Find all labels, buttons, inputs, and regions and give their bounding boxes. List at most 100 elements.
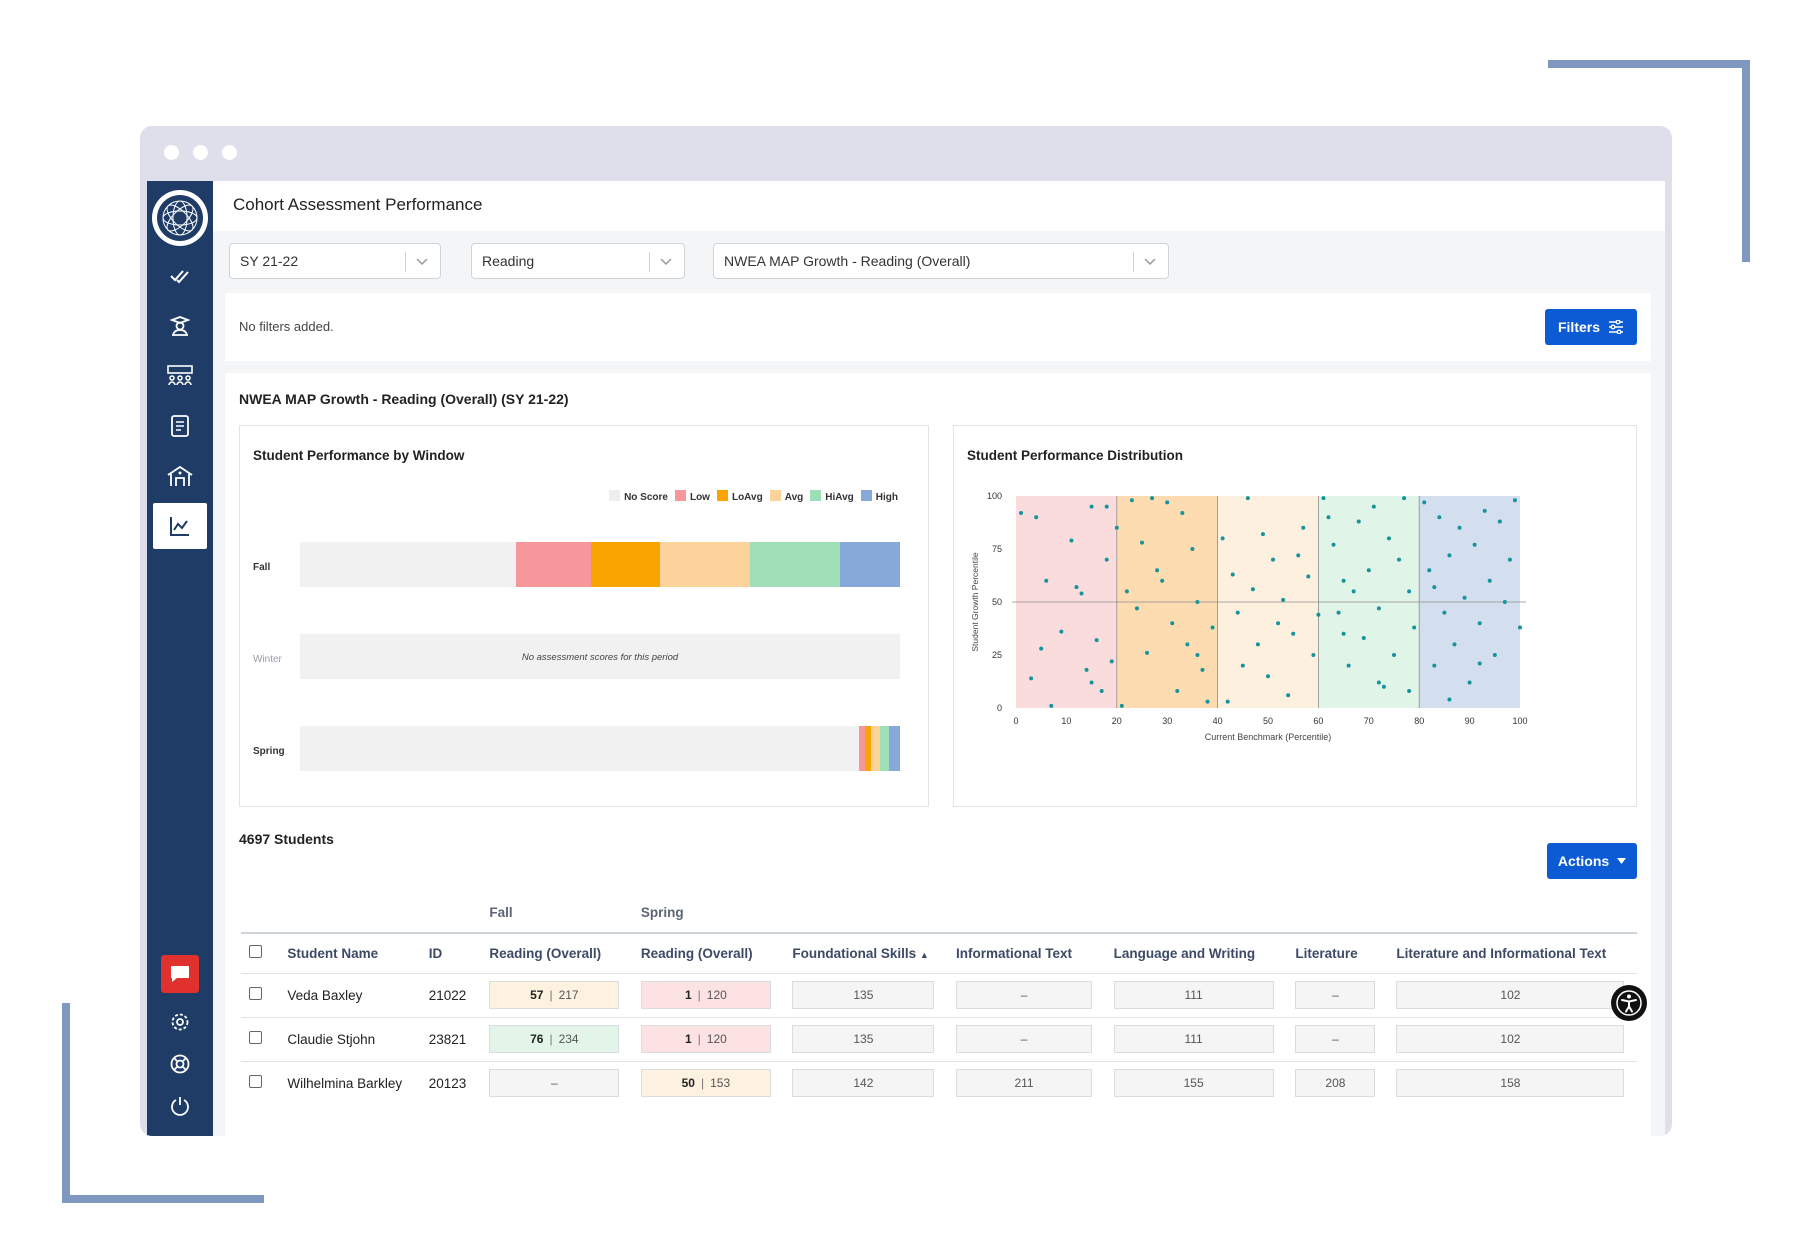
window-dot-maximize[interactable] <box>222 145 237 160</box>
data-point[interactable] <box>1296 553 1301 558</box>
col-literature[interactable]: Literature <box>1295 945 1358 961</box>
data-point[interactable] <box>1059 629 1064 634</box>
lit_info-cell[interactable]: 158 <box>1396 1069 1625 1098</box>
data-point[interactable] <box>1044 578 1049 583</box>
data-point[interactable] <box>1427 568 1432 573</box>
data-point[interactable] <box>1351 589 1356 594</box>
data-point[interactable] <box>1195 653 1200 657</box>
data-point[interactable] <box>1437 515 1442 520</box>
window-bar-segment-avg[interactable] <box>871 726 881 771</box>
data-point[interactable] <box>1467 680 1472 685</box>
data-point[interactable] <box>1366 568 1371 573</box>
data-point[interactable] <box>1286 693 1291 698</box>
table-row[interactable]: Wilhelmina Barkley 20123 – 50 | 153 142 211 155 2… <box>241 1060 1637 1105</box>
score-cell[interactable]: 76 | 234 <box>489 1025 620 1053</box>
window-bar-segment-loavg[interactable] <box>591 542 660 587</box>
data-point[interactable] <box>1205 699 1210 704</box>
nav-analytics[interactable] <box>153 503 207 549</box>
data-point[interactable] <box>1266 674 1270 679</box>
row-checkbox[interactable] <box>249 987 262 1000</box>
data-point[interactable] <box>1034 515 1039 520</box>
data-point[interactable] <box>1447 553 1452 558</box>
data-point[interactable] <box>1442 610 1447 615</box>
data-point[interactable] <box>1089 504 1094 509</box>
data-point[interactable] <box>1129 498 1134 503</box>
legend-item[interactable]: Avg <box>769 490 803 503</box>
actions-button[interactable]: Actions <box>1547 843 1637 879</box>
data-point[interactable] <box>1114 525 1119 530</box>
logo-icon[interactable] <box>152 190 208 246</box>
data-point[interactable] <box>1331 542 1336 547</box>
data-point[interactable] <box>1089 680 1094 685</box>
col-spring-reading[interactable]: Reading (Overall) <box>640 945 753 961</box>
data-point[interactable] <box>1271 557 1276 562</box>
language-cell[interactable]: 111 <box>1113 981 1274 1009</box>
nav-settings[interactable] <box>153 999 207 1045</box>
window-bar-segment-high[interactable] <box>840 542 900 587</box>
data-point[interactable] <box>1386 536 1391 541</box>
data-point[interactable] <box>1170 621 1175 626</box>
col-language-writing[interactable]: Language and Writing <box>1113 945 1256 961</box>
data-point[interactable] <box>1518 625 1522 630</box>
data-point[interactable] <box>1346 663 1351 668</box>
data-point[interactable] <box>1134 606 1139 611</box>
data-point[interactable] <box>1210 625 1215 630</box>
data-point[interactable] <box>1276 621 1281 626</box>
literature-cell[interactable]: – <box>1295 981 1376 1009</box>
data-point[interactable] <box>1220 536 1225 541</box>
student-name[interactable]: Veda Baxley <box>277 972 419 1017</box>
table-row[interactable]: Claudie Stjohn 23821 76 | 234 1 | 120 135 – 111 – 10… <box>241 1016 1637 1061</box>
legend-item[interactable]: Low <box>674 490 710 503</box>
legend-item[interactable]: High <box>860 490 898 503</box>
data-point[interactable] <box>1291 631 1296 636</box>
nav-students[interactable] <box>153 303 207 349</box>
col-foundational-skills[interactable]: Foundational Skills ▲ <box>782 933 946 973</box>
data-point[interactable] <box>1079 591 1084 596</box>
nav-book[interactable] <box>153 403 207 449</box>
window-bar-segment-avg[interactable] <box>660 542 750 587</box>
student-name[interactable]: Wilhelmina Barkley <box>277 1060 419 1105</box>
data-point[interactable] <box>1255 642 1260 647</box>
literature-cell[interactable]: – <box>1295 1025 1376 1053</box>
data-point[interactable] <box>1301 525 1306 530</box>
data-point[interactable] <box>1165 500 1170 505</box>
legend-item[interactable]: No Score <box>609 490 668 503</box>
data-point[interactable] <box>1316 612 1321 617</box>
data-point[interactable] <box>1084 667 1089 672</box>
data-point[interactable] <box>1482 508 1487 513</box>
data-point[interactable] <box>1432 585 1437 590</box>
nav-help[interactable] <box>153 1041 207 1087</box>
data-point[interactable] <box>1397 557 1402 562</box>
window-dot-close[interactable] <box>164 145 179 160</box>
data-point[interactable] <box>1311 653 1316 657</box>
informational-cell[interactable]: – <box>956 981 1093 1009</box>
data-point[interactable] <box>1412 625 1417 630</box>
data-point[interactable] <box>1049 703 1054 708</box>
school-year-select[interactable]: SY 21-22 <box>229 243 441 279</box>
nav-logout[interactable] <box>153 1083 207 1129</box>
data-point[interactable] <box>1341 631 1346 636</box>
nav-school[interactable] <box>153 453 207 499</box>
data-point[interactable] <box>1069 538 1074 543</box>
data-point[interactable] <box>1140 540 1144 545</box>
data-point[interactable] <box>1497 519 1502 524</box>
foundational-cell[interactable]: 142 <box>792 1069 935 1098</box>
score-cell[interactable]: 57 | 217 <box>489 981 620 1009</box>
data-point[interactable] <box>1175 689 1180 694</box>
window-bar-spring[interactable] <box>300 726 900 771</box>
data-point[interactable] <box>1185 642 1190 647</box>
data-point[interactable] <box>1109 659 1114 664</box>
col-id[interactable]: ID <box>428 945 443 961</box>
data-point[interactable] <box>1361 636 1366 641</box>
data-point[interactable] <box>1145 650 1150 655</box>
data-point[interactable] <box>1392 653 1396 657</box>
data-point[interactable] <box>1341 578 1346 583</box>
nav-chat[interactable] <box>153 951 207 997</box>
window-bar-segment-loavg[interactable] <box>865 726 872 771</box>
data-point[interactable] <box>1200 667 1205 672</box>
data-point[interactable] <box>1235 610 1240 615</box>
data-point[interactable] <box>1119 703 1124 708</box>
data-point[interactable] <box>1376 680 1381 685</box>
data-point[interactable] <box>1190 547 1195 551</box>
nav-groups[interactable] <box>153 353 207 399</box>
